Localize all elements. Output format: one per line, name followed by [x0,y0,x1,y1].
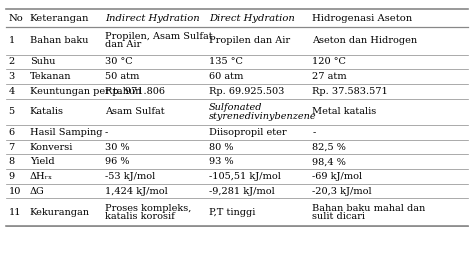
Text: katalis korosif: katalis korosif [105,212,175,221]
Text: 27 atm: 27 atm [312,72,347,81]
Text: Rp. 37.583.571: Rp. 37.583.571 [312,87,388,96]
Text: 135 °C: 135 °C [209,58,243,66]
Text: 93 %: 93 % [209,157,233,166]
Text: Yield: Yield [30,157,55,166]
Text: Asam Sulfat: Asam Sulfat [105,107,164,116]
Text: Diisopropil eter: Diisopropil eter [209,128,286,137]
Text: Rp. 69.925.503: Rp. 69.925.503 [209,87,284,96]
Text: 8: 8 [9,157,15,166]
Text: 11: 11 [9,208,21,217]
Text: ΔHᵣₓ: ΔHᵣₓ [30,172,53,181]
Text: 50 atm: 50 atm [105,72,139,81]
Text: Bahan baku mahal dan: Bahan baku mahal dan [312,204,426,213]
Text: Metal katalis: Metal katalis [312,107,377,116]
Text: styrenedivinybenzene: styrenedivinybenzene [209,112,316,121]
Text: No: No [9,13,23,23]
Text: Hasil Samping: Hasil Samping [30,128,102,137]
Text: 3: 3 [9,72,15,81]
Text: Suhu: Suhu [30,58,55,66]
Text: 1: 1 [9,36,15,45]
Text: 5: 5 [9,107,15,116]
Text: 82,5 %: 82,5 % [312,143,346,152]
Text: Katalis: Katalis [30,107,64,116]
Text: -: - [312,128,316,137]
Text: 98,4 %: 98,4 % [312,157,346,166]
Text: -9,281 kJ/mol: -9,281 kJ/mol [209,187,274,196]
Text: -53 kJ/mol: -53 kJ/mol [105,172,155,181]
Text: 96 %: 96 % [105,157,129,166]
Text: Hidrogenasi Aseton: Hidrogenasi Aseton [312,13,413,23]
Text: Keterangan: Keterangan [30,13,89,23]
Text: 30 °C: 30 °C [105,58,133,66]
Text: Rp. 971.806: Rp. 971.806 [105,87,165,96]
Text: P,T tinggi: P,T tinggi [209,208,255,217]
Text: ΔG: ΔG [30,187,45,196]
Text: -69 kJ/mol: -69 kJ/mol [312,172,363,181]
Text: Keuntungan per tahun: Keuntungan per tahun [30,87,141,96]
Text: Sulfonated: Sulfonated [209,103,262,112]
Text: dan Air: dan Air [105,40,141,49]
Text: -: - [105,128,108,137]
Text: Konversi: Konversi [30,143,73,152]
Text: 80 %: 80 % [209,143,233,152]
Text: Propilen, Asam Sulfat: Propilen, Asam Sulfat [105,32,213,41]
Text: Indirect Hydration: Indirect Hydration [105,13,200,23]
Text: sulit dicari: sulit dicari [312,212,365,221]
Text: Kekurangan: Kekurangan [30,208,90,217]
Text: 2: 2 [9,58,15,66]
Text: 30 %: 30 % [105,143,130,152]
Text: Aseton dan Hidrogen: Aseton dan Hidrogen [312,36,418,45]
Text: 6: 6 [9,128,15,137]
Text: 10: 10 [9,187,21,196]
Text: 60 atm: 60 atm [209,72,243,81]
Text: -20,3 kJ/mol: -20,3 kJ/mol [312,187,372,196]
Text: 120 °C: 120 °C [312,58,346,66]
Text: Tekanan: Tekanan [30,72,71,81]
Text: 9: 9 [9,172,15,181]
Text: -105,51 kJ/mol: -105,51 kJ/mol [209,172,281,181]
Text: Direct Hydration: Direct Hydration [209,13,295,23]
Text: 4: 4 [9,87,15,96]
Text: 7: 7 [9,143,15,152]
Text: Proses kompleks,: Proses kompleks, [105,204,191,213]
Text: Bahan baku: Bahan baku [30,36,88,45]
Text: Propilen dan Air: Propilen dan Air [209,36,290,45]
Text: 1,424 kJ/mol: 1,424 kJ/mol [105,187,168,196]
